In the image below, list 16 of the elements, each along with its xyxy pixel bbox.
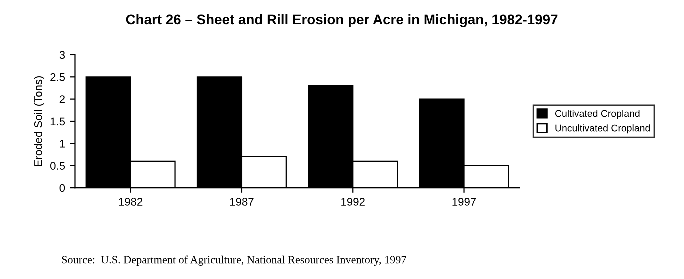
y-axis-title: Eroded Soil (Tons) bbox=[34, 76, 45, 166]
x-tick-label: 1992 bbox=[342, 198, 365, 206]
source-note: Source: U.S. Department of Agriculture, National Resources Inventory, 1997 bbox=[62, 256, 406, 266]
legend-label: Cultivated Cropland bbox=[555, 110, 640, 120]
chart-title: Chart 26 – Sheet and Rill Erosion per Acre in Michigan, 1982-1997 bbox=[126, 14, 558, 28]
x-tick-label: 1987 bbox=[230, 198, 254, 206]
y-tick-label: 3 bbox=[60, 51, 66, 60]
y-tick-label: 1 bbox=[60, 140, 65, 148]
x-tick-label: 1982 bbox=[119, 198, 143, 206]
x-tick-label: 1997 bbox=[452, 198, 476, 206]
y-tick-label: 0.5 bbox=[50, 162, 66, 170]
legend-label: Uncultivated Cropland bbox=[556, 124, 650, 134]
y-tick-label: 0 bbox=[60, 184, 66, 192]
y-tick-label: 2 bbox=[60, 96, 65, 104]
y-tick-label: 2.5 bbox=[50, 73, 66, 82]
y-tick-label: 1.5 bbox=[50, 118, 66, 126]
